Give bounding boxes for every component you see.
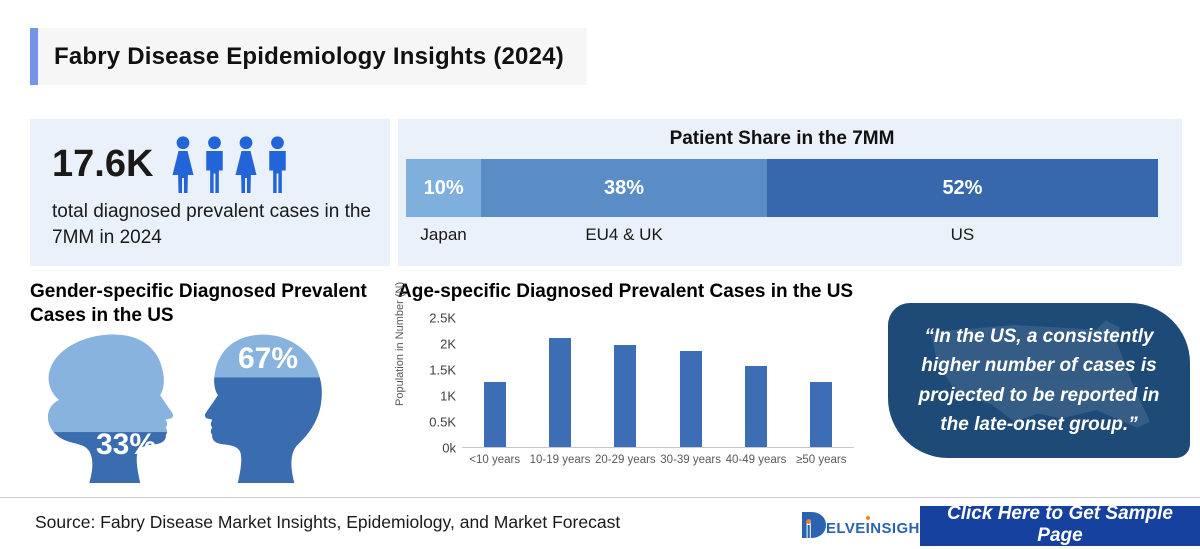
delveinsight-logo: ELVEINSIGHT xyxy=(798,508,929,542)
chart-column xyxy=(789,318,854,447)
chart-column xyxy=(462,318,527,447)
people-icons xyxy=(169,135,290,193)
chart-column xyxy=(658,318,723,447)
y-axis-label: Population in Number (N) xyxy=(394,281,406,406)
us-map-watermark xyxy=(930,320,1150,428)
y-tick-label: 1.5K xyxy=(429,362,456,378)
share-segment-label: Japan xyxy=(420,225,467,244)
x-tick-label: <10 years xyxy=(469,453,521,466)
female-person-icon xyxy=(232,136,260,193)
male-person-icon xyxy=(202,136,227,193)
get-sample-page-label: Click Here to Get Sample Page xyxy=(947,502,1173,546)
chart-column xyxy=(593,318,658,447)
x-axis-labels: <10 years 10-19 years 20-29 years 30-39 yea… xyxy=(462,454,854,466)
get-sample-page-button[interactable]: Click Here to Get Sample Page xyxy=(920,502,1200,546)
share-segment-eu4-uk: 38% xyxy=(481,159,767,217)
delveinsight-logo-icon xyxy=(802,512,826,538)
page-header: Fabry Disease Epidemiology Insights (202… xyxy=(30,28,587,85)
y-tick-label: 0.5K xyxy=(429,414,456,430)
male-person-icon xyxy=(265,136,290,193)
gender-heads: 33% 67% xyxy=(30,332,392,484)
chart-column xyxy=(723,318,788,447)
female-person-icon xyxy=(169,136,197,193)
share-segment-japan: 10% xyxy=(406,159,482,217)
patient-share-labels: Japan EU4 & UK US xyxy=(406,225,1158,245)
x-tick-label: 10-19 years xyxy=(529,453,591,466)
y-axis-ticks: 2.5K 2K 1.5K 1K 0.5K 0k xyxy=(412,310,456,455)
x-tick-label: ≥50 years xyxy=(796,453,847,466)
chart-bar-30-39-years xyxy=(679,350,702,447)
male-percentage: 67% xyxy=(238,341,299,375)
male-head-silhouette: 67% xyxy=(196,332,338,483)
female-percentage: 33% xyxy=(96,427,157,461)
chart-column xyxy=(527,318,592,447)
age-chart-title: Age-specific Diagnosed Prevalent Cases i… xyxy=(398,281,854,302)
y-tick-label: 0k xyxy=(442,440,456,456)
gender-section-title: Gender-specific Diagnosed Prevalent Case… xyxy=(30,281,367,326)
chart-bar-20-29-years xyxy=(614,345,637,447)
share-segment-label: US xyxy=(950,225,975,244)
stat-row: 17.6K xyxy=(52,135,370,193)
chart-bar--10-years xyxy=(483,381,506,447)
quote-box: “In the US, a consistently higher number… xyxy=(888,303,1190,458)
total-cases-description: total diagnosed prevalent cases in the 7… xyxy=(52,201,371,248)
delveinsight-logo-text: ELVEINSIGHT xyxy=(826,519,930,537)
share-segment-label: EU4 & UK xyxy=(585,225,663,244)
page-title: Fabry Disease Epidemiology Insights (202… xyxy=(54,42,564,70)
quote-text: “In the US, a consistently higher number… xyxy=(918,325,1160,435)
chart-bar-10-19-years xyxy=(548,337,571,447)
patient-share-stacked-bar: 10% 38% 52% xyxy=(406,159,1158,217)
patient-share-panel: Patient Share in the 7MM 10% 38% 52% Japan… xyxy=(398,119,1182,266)
patient-share-title: Patient Share in the 7MM xyxy=(669,128,895,149)
y-tick-label: 2.5K xyxy=(429,310,456,326)
chart-bar--50-years xyxy=(810,381,833,447)
footer: Source: Fabry Disease Market Insights, E… xyxy=(0,497,1200,549)
y-tick-label: 2K xyxy=(440,336,456,352)
total-cases-value: 17.6K xyxy=(52,142,154,185)
x-tick-label: 20-29 years xyxy=(594,453,656,466)
gender-section: Gender-specific Diagnosed Prevalent Case… xyxy=(30,280,392,484)
x-tick-label: 40-49 years xyxy=(725,453,787,466)
female-head-silhouette: 33% xyxy=(40,332,182,483)
total-cases-panel: 17.6K total diagnosed prevalent cases in… xyxy=(30,119,390,266)
share-segment-us: 52% xyxy=(766,159,1158,217)
chart-bar-40-49-years xyxy=(744,366,767,447)
source-text: Source: Fabry Disease Market Insights, E… xyxy=(35,512,621,532)
age-chart-section: Age-specific Diagnosed Prevalent Cases i… xyxy=(394,280,876,496)
age-bar-chart: Population in Number (N) 2.5K 2K 1.5K 1K 0.5… xyxy=(394,282,876,496)
y-tick-label: 1K xyxy=(440,388,456,404)
x-tick-label: 30-39 years xyxy=(660,453,722,466)
chart-plot-area xyxy=(462,318,854,448)
